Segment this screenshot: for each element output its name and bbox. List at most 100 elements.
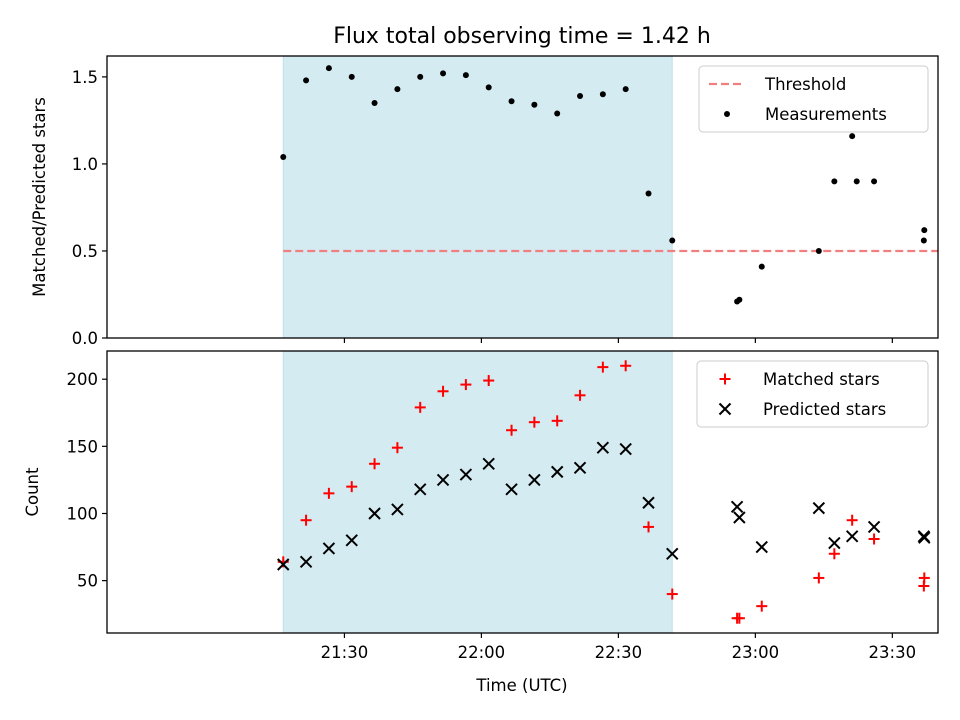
legend-swatch xyxy=(719,373,731,385)
plot-area xyxy=(277,351,953,633)
measurements-point xyxy=(853,178,860,185)
predicted-stars-point xyxy=(730,500,744,513)
y-tick-label: 100 xyxy=(67,504,99,523)
measurements-point xyxy=(371,100,378,106)
matched-stars-point xyxy=(643,521,655,533)
ratio-panel: 0.0 0.5 1.0 1.5 Matched/Predicted stars Thres… xyxy=(30,55,950,348)
matched-stars-point xyxy=(942,554,953,565)
legend: Matched stars Predicted stars xyxy=(696,360,929,428)
legend-swatch xyxy=(718,402,732,416)
measurements-point xyxy=(577,93,584,100)
measurements-point xyxy=(394,86,401,93)
measurements-point xyxy=(508,98,515,105)
y-axis-label: Count xyxy=(23,467,42,517)
predicted-stars-point xyxy=(755,540,768,554)
predicted-stars-point xyxy=(918,531,931,544)
matched-stars-point xyxy=(918,572,930,584)
observing-window-shade xyxy=(282,351,673,633)
y-axis-label: Matched/Predicted stars xyxy=(30,97,49,297)
measurements-point xyxy=(622,86,629,93)
measurements-point xyxy=(831,178,838,185)
axes-frame xyxy=(106,350,939,634)
predicted-stars-point xyxy=(482,457,495,471)
predicted-stars-point xyxy=(414,483,427,496)
measurements-point xyxy=(303,77,310,84)
y-tick-label: 0.0 xyxy=(72,329,98,348)
legend-label: Predicted stars xyxy=(763,400,886,419)
legend-label: Measurements xyxy=(765,105,887,124)
predicted-stars-point xyxy=(322,542,336,555)
predicted-stars-point xyxy=(368,507,381,520)
measurements-point xyxy=(921,227,928,234)
measurements-point xyxy=(758,263,765,270)
predicted-stars-point xyxy=(666,547,679,560)
matched-stars-point xyxy=(323,487,335,499)
measurements-point xyxy=(485,84,492,91)
y-tick-label: 0.5 xyxy=(72,242,98,261)
measurements-point xyxy=(554,110,561,117)
matched-stars-point xyxy=(460,379,472,391)
measurements-point xyxy=(417,73,424,80)
plot-area xyxy=(280,56,950,338)
matched-stars-point xyxy=(437,385,449,397)
predicted-stars-point xyxy=(812,501,826,515)
matched-stars-point xyxy=(391,442,403,454)
x-tick-label: 21:30 xyxy=(321,643,369,662)
matched-stars-point xyxy=(414,401,426,413)
x-tick-label: 22:30 xyxy=(595,643,643,662)
matched-stars-point xyxy=(846,514,858,526)
x-tick-label: 22:00 xyxy=(458,643,506,662)
matched-stars-point xyxy=(813,572,825,584)
predicted-stars-point xyxy=(345,534,358,547)
predicted-stars-point xyxy=(619,442,632,456)
x-tick-label: 23:30 xyxy=(869,643,917,662)
predicted-stars-point xyxy=(828,536,841,550)
matched-stars-point xyxy=(528,416,540,428)
measurements-point xyxy=(815,247,822,254)
observing-window-shade xyxy=(282,56,673,338)
measurements-point xyxy=(462,72,469,79)
predicted-stars-point xyxy=(596,441,610,454)
measurements-point xyxy=(669,237,676,244)
legend: Threshold Measurements xyxy=(698,65,929,133)
measurements-point xyxy=(599,91,606,98)
measurements-point xyxy=(871,178,878,185)
matched-stars-point xyxy=(346,481,358,493)
matched-stars-point xyxy=(597,361,609,373)
predicted-stars-point xyxy=(299,555,313,569)
axes-frame xyxy=(106,55,939,339)
predicted-stars-point xyxy=(845,530,859,543)
predicted-stars-point xyxy=(528,473,541,487)
count-panel: 50 100 150 200 21:30 22:00 22:30 23:00 23:30 Coun… xyxy=(23,350,953,662)
predicted-stars-point xyxy=(436,473,450,487)
matched-stars-point xyxy=(369,458,381,470)
x-tick-label: 23:00 xyxy=(732,643,780,662)
predicted-stars-point xyxy=(505,483,518,496)
matched-stars-point xyxy=(483,375,495,387)
y-tick-label: 1.0 xyxy=(72,155,98,174)
legend-label: Threshold xyxy=(764,75,846,94)
measurements-point xyxy=(645,190,652,197)
measurements-point xyxy=(440,70,447,77)
predicted-stars-point xyxy=(277,558,290,571)
predicted-stars-point xyxy=(733,511,746,524)
predicted-stars-point xyxy=(642,496,655,509)
measurements-point xyxy=(736,296,743,303)
y-tick-label: 200 xyxy=(67,370,99,389)
matched-stars-point xyxy=(828,548,840,560)
measurements-point xyxy=(280,153,287,160)
x-axis-label: Time (UTC) xyxy=(475,676,567,695)
matched-stars-point xyxy=(300,514,312,526)
measurements-point xyxy=(325,65,332,72)
chart-title: Flux total observing time = 1.42 h xyxy=(333,24,711,49)
predicted-stars-point xyxy=(942,523,953,534)
matched-stars-point xyxy=(551,415,563,427)
measurements-point xyxy=(348,73,355,80)
legend-label: Matched stars xyxy=(763,370,880,389)
measurements-point xyxy=(944,206,950,212)
predicted-stars-point xyxy=(550,465,564,479)
matched-stars-point xyxy=(506,424,518,436)
measurements-point xyxy=(849,133,856,140)
legend-swatch xyxy=(724,111,730,117)
